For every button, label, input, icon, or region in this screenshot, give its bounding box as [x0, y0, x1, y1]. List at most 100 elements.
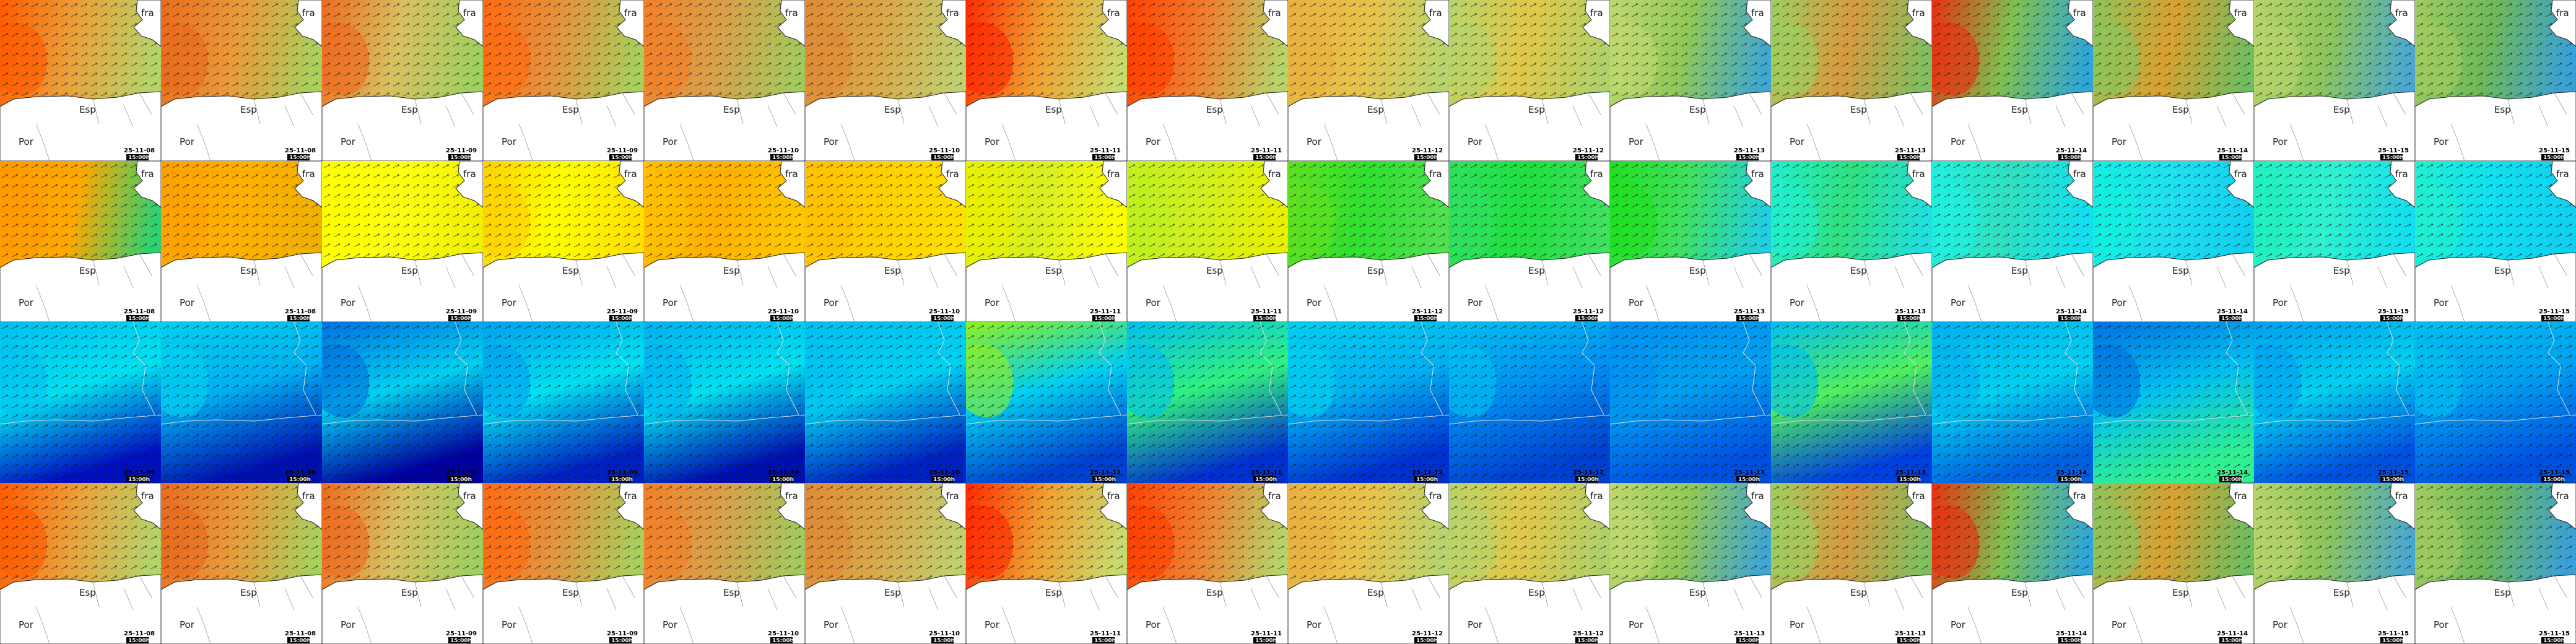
country-label: Esp [2333, 104, 2350, 115]
time-label: 15:00h [289, 316, 311, 322]
wind-arrows [0, 322, 161, 483]
country-label: Esp [2172, 104, 2189, 115]
borders [518, 92, 635, 162]
time-label: 15:00h [289, 638, 311, 644]
borders [1001, 575, 1118, 644]
date-label: 25-11-08 [285, 630, 316, 637]
coastline [965, 321, 1128, 425]
land-iberia [160, 574, 323, 644]
time-label: 15:00h [1577, 477, 1599, 483]
country-label: fra [1268, 7, 1281, 19]
country-label: Por [985, 619, 1000, 630]
time-box [1253, 315, 1276, 321]
time-box [126, 315, 149, 321]
coastline [482, 321, 645, 425]
borders [357, 575, 474, 644]
borders [1806, 575, 1923, 644]
time-label: 15:00h [128, 638, 150, 644]
country-label: Esp [1689, 104, 1706, 115]
time-box [1414, 637, 1437, 643]
country-label: Esp [1528, 104, 1545, 115]
country-label: fra [302, 168, 315, 180]
time-box [1092, 315, 1115, 321]
time-box [2058, 476, 2081, 482]
country-label: Esp [1850, 265, 1867, 276]
date-label: 25-11-12 [1573, 147, 1604, 154]
country-label: Por [1468, 136, 1483, 147]
country-label: Por [824, 136, 839, 147]
time-box [1575, 476, 1598, 482]
borders [357, 253, 474, 323]
date-label: 25-11-15 [2378, 147, 2409, 154]
time-box [1092, 476, 1115, 482]
country-label: Esp [884, 265, 901, 276]
borders [1001, 92, 1118, 162]
country-label: Por [1629, 136, 1644, 147]
country-label: Esp [1206, 587, 1223, 598]
time-box [1736, 315, 1759, 321]
time-box [1092, 154, 1115, 160]
country-label: Por [663, 297, 678, 308]
country-label: fra [624, 168, 637, 180]
country-label: Esp [1367, 265, 1384, 276]
country-label: Por [1951, 136, 1966, 147]
time-label: 15:00h [2382, 316, 2404, 322]
country-label: Esp [1367, 104, 1384, 115]
country-label: Esp [1367, 587, 1384, 598]
land-iberia [2414, 574, 2576, 644]
date-label: 25-11-10 [768, 630, 799, 637]
time-label: 15:00h [1255, 155, 1277, 161]
country-label: Esp [401, 104, 418, 115]
country-label: Esp [884, 587, 901, 598]
country-label: Esp [2333, 587, 2350, 598]
country-label: Esp [2172, 587, 2189, 598]
country-label: Esp [2494, 104, 2511, 115]
date-label: 25-11-08 [124, 147, 155, 154]
time-box [2058, 315, 2081, 321]
coastline [1126, 321, 1289, 425]
date-label: 25-11-11 [1090, 630, 1121, 637]
date-label: 25-11-10 [929, 147, 960, 154]
coastline [804, 321, 967, 425]
country-label: Esp [2494, 265, 2511, 276]
country-label: Esp [562, 104, 579, 115]
date-label: 25-11-08 [124, 469, 155, 476]
date-label: 25-11-13 [1895, 308, 1926, 315]
time-label: 15:00h [2382, 155, 2404, 161]
date-label: 25-11-09 [607, 630, 638, 637]
time-box [770, 154, 793, 160]
borders [2128, 253, 2245, 323]
time-box [1414, 154, 1437, 160]
wind-arrows [322, 322, 483, 483]
time-label: 15:00h [2060, 477, 2082, 483]
time-box [1253, 637, 1276, 643]
land-iberia [965, 574, 1128, 644]
time-box [2058, 637, 2081, 643]
date-label: 25-11-14 [2056, 469, 2087, 476]
coastline [0, 321, 162, 425]
country-label: Por [1146, 297, 1161, 308]
time-box [126, 476, 149, 482]
time-label: 15:00h [1577, 155, 1599, 161]
country-label: Por [1951, 619, 1966, 630]
borders [2289, 92, 2406, 162]
time-label: 15:00h [1094, 477, 1116, 483]
land-iberia [643, 574, 806, 644]
country-label: Por [1468, 619, 1483, 630]
country-label: fra [1751, 168, 1764, 180]
country-label: fra [946, 490, 959, 502]
